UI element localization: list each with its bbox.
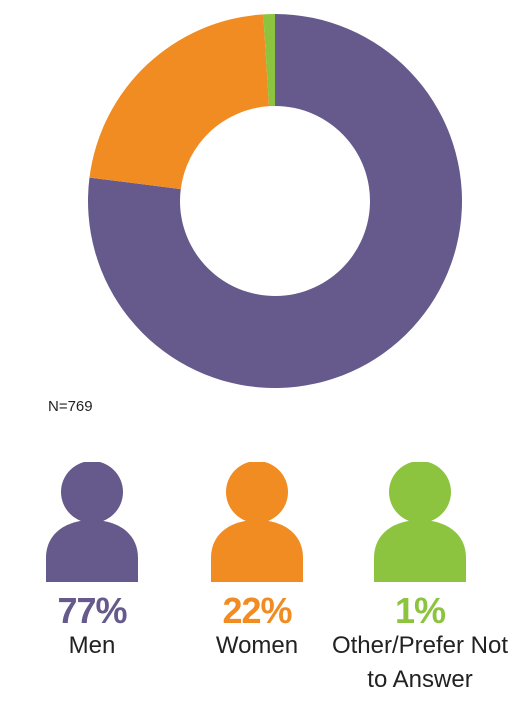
legend-item: 22% Women [167,461,347,663]
person-head [226,461,288,523]
person-head [389,461,451,523]
person-icon [46,461,138,582]
sample-size-note: N=769 [48,398,93,415]
donut-chart [87,14,463,388]
percent-label: 1% [394,590,446,631]
donut-segment [89,14,270,190]
person-body [46,520,138,582]
person-icon [374,461,466,582]
person-head [61,461,123,523]
legend-item: 77% Men [2,461,182,663]
category-label: Men [68,632,116,659]
person-icon [211,461,303,582]
percent-label: 22% [222,590,292,631]
donut-segment [87,14,463,388]
legend-item: 1% Other/Prefer Not to Answer [330,461,510,697]
percent-label: 77% [57,590,127,631]
person-body [211,520,303,582]
category-label: Other/Prefer Not to Answer [331,632,509,693]
donut-segment [263,14,275,107]
category-label: Women [215,632,299,659]
person-body [374,520,466,582]
